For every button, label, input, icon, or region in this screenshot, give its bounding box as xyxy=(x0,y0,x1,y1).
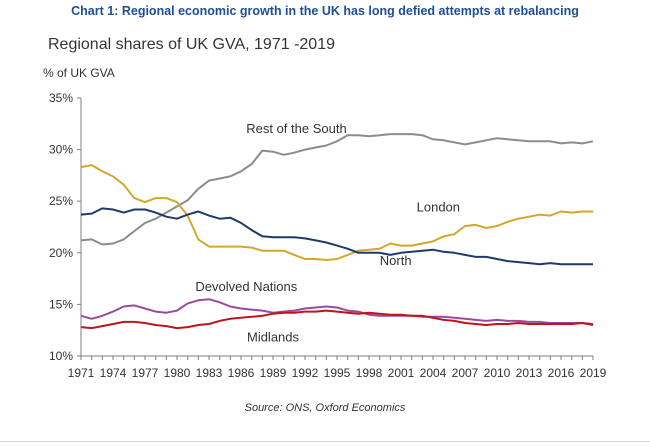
y-tick-label: 15% xyxy=(49,297,73,311)
y-tick-label: 25% xyxy=(49,194,73,208)
series-line-london xyxy=(80,164,593,261)
series-line-rest-of-the-south xyxy=(80,133,594,246)
y-tick-label: 10% xyxy=(49,349,73,363)
x-tick-label: 2013 xyxy=(516,366,543,380)
source-note: Source: ONS, Oxford Economics xyxy=(244,402,406,414)
x-tick-label: 2004 xyxy=(420,366,447,380)
x-tick-label: 1995 xyxy=(324,366,351,380)
x-tick-label: 1986 xyxy=(228,366,255,380)
series-label-london: London xyxy=(417,200,460,215)
series-label-rest-of-the-south: Rest of the South xyxy=(246,121,346,136)
x-tick-label: 1983 xyxy=(196,366,223,380)
x-tick-label: 1992 xyxy=(292,366,319,380)
y-tick-label: 30% xyxy=(49,143,73,157)
series-line-devolved-nations xyxy=(80,298,594,325)
y-tick-label: 20% xyxy=(49,246,73,260)
x-tick-label: 1977 xyxy=(132,366,159,380)
y-axis-label: % of UK GVA xyxy=(43,66,115,80)
series-labels: Rest of the South London North Devolved Nat… xyxy=(195,121,460,344)
x-tick-label: 2007 xyxy=(452,366,479,380)
x-tick-label: 1980 xyxy=(164,366,191,380)
x-tick-label: 1998 xyxy=(356,366,383,380)
chart-title: Regional shares of UK GVA, 1971 -2019 xyxy=(48,36,335,53)
x-tick-label: 2001 xyxy=(388,366,415,380)
chart-header: Chart 1: Regional economic growth in the… xyxy=(71,4,579,18)
x-tick-label: 2010 xyxy=(484,366,511,380)
series-label-north: North xyxy=(380,253,412,268)
series-label-devolved-nations: Devolved Nations xyxy=(195,279,297,294)
x-tick-label: 2016 xyxy=(548,366,575,380)
series-label-midlands: Midlands xyxy=(247,330,300,345)
x-tick-label: 1971 xyxy=(68,366,95,380)
x-tick-label: 1974 xyxy=(100,366,127,380)
y-tick-label: 35% xyxy=(49,91,73,105)
series-lines xyxy=(80,133,594,330)
series-line-north xyxy=(80,207,593,266)
series-line-midlands xyxy=(80,309,594,330)
footer-divider xyxy=(0,441,650,442)
x-tick-label: 1989 xyxy=(260,366,287,380)
x-tick-label: 2019 xyxy=(580,366,607,380)
axes: 10% 15% 20% 25% 30% 35% 1971 1974 1977 1980 1983 19… xyxy=(49,91,607,380)
